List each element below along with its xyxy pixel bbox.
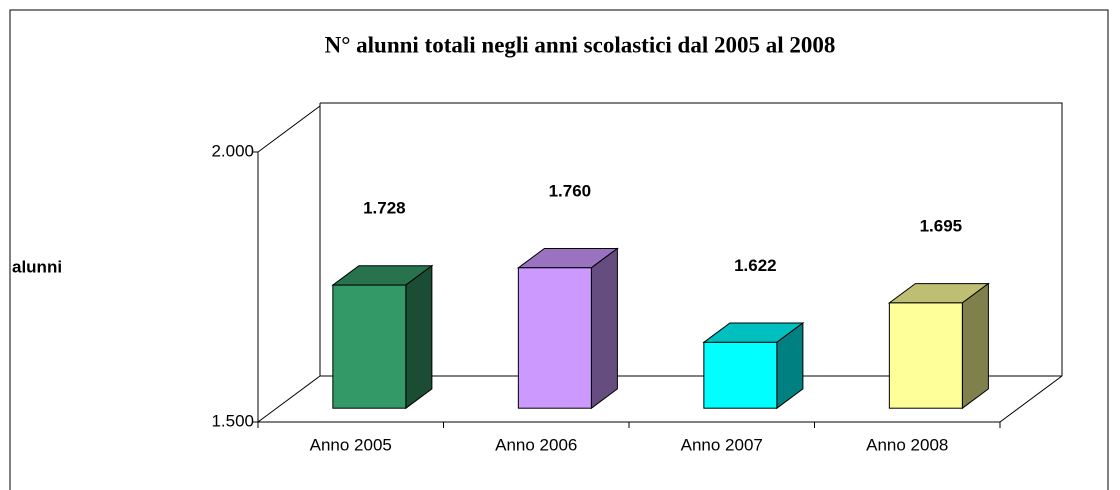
x-tick-label: Anno 2005 <box>310 435 392 454</box>
bar-side <box>961 282 989 410</box>
chart-title: N° alunni totali negli anni scolastici d… <box>325 32 836 57</box>
value-label: 1.622 <box>734 256 777 275</box>
y-tick-label: 1.500 <box>211 411 254 430</box>
bar <box>888 302 963 409</box>
y-tick-label: 2.000 <box>211 141 254 160</box>
y-axis-label: alunni <box>12 257 62 276</box>
bar <box>703 341 778 409</box>
chart-border <box>9 9 1109 490</box>
value-label: 1.728 <box>363 199 406 218</box>
bar <box>332 284 407 409</box>
bar <box>517 267 592 409</box>
x-tick-label: Anno 2007 <box>681 435 763 454</box>
side-wall <box>257 105 321 423</box>
bar-side <box>405 264 433 410</box>
x-tick-label: Anno 2006 <box>495 435 577 454</box>
value-label: 1.695 <box>920 216 963 235</box>
back-wall-top <box>320 102 1063 376</box>
value-label: 1.760 <box>549 181 592 200</box>
x-tick-label: Anno 2008 <box>866 435 948 454</box>
bar-side <box>590 247 618 410</box>
